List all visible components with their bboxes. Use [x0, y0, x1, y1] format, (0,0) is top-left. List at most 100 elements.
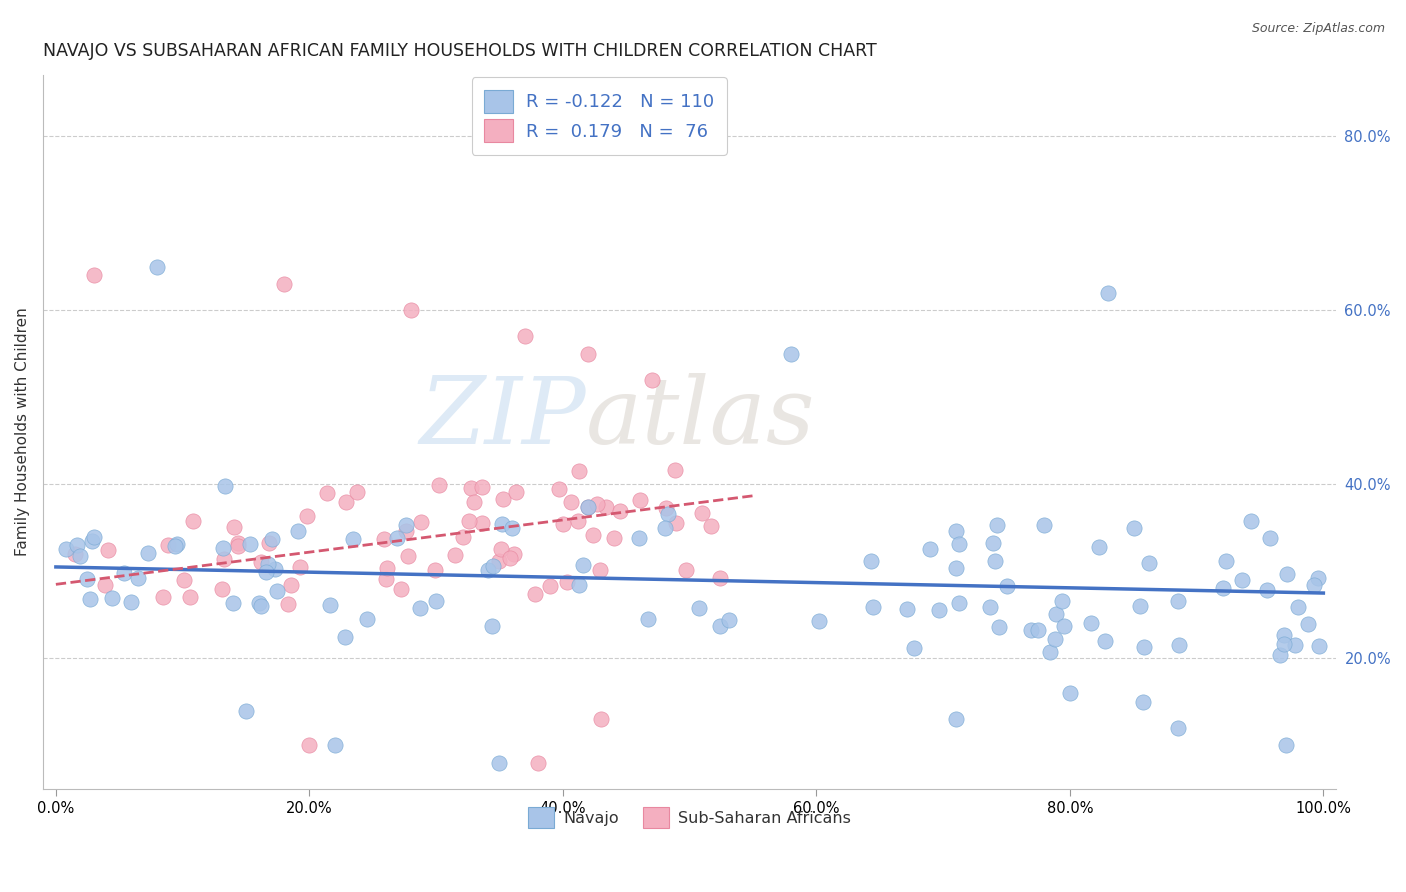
Point — [226, 536, 249, 550]
Point — [718, 614, 741, 628]
Point — [586, 497, 609, 511]
Point — [568, 578, 591, 592]
Point — [700, 518, 723, 533]
Point — [983, 536, 1005, 550]
Point — [266, 584, 288, 599]
Point — [409, 601, 432, 615]
Point — [780, 347, 803, 361]
Point — [211, 541, 233, 555]
Point — [458, 514, 481, 528]
Point — [211, 582, 233, 597]
Text: Source: ZipAtlas.com: Source: ZipAtlas.com — [1251, 22, 1385, 36]
Point — [1033, 518, 1056, 533]
Point — [1080, 616, 1102, 631]
Point — [63, 548, 86, 562]
Point — [903, 640, 925, 655]
Point — [136, 546, 159, 560]
Point — [589, 563, 612, 577]
Point — [1132, 695, 1154, 709]
Point — [1166, 594, 1188, 608]
Point — [257, 557, 280, 571]
Point — [173, 573, 195, 587]
Point — [1275, 739, 1298, 753]
Point — [395, 517, 418, 532]
Point — [983, 554, 1005, 568]
Point — [1167, 638, 1189, 652]
Point — [1284, 638, 1306, 652]
Point — [524, 587, 547, 601]
Point — [481, 618, 503, 632]
Point — [97, 542, 120, 557]
Point — [295, 508, 318, 523]
Text: NAVAJO VS SUBSAHARAN AFRICAN FAMILY HOUSEHOLDS WITH CHILDREN CORRELATION CHART: NAVAJO VS SUBSAHARAN AFRICAN FAMILY HOUS… — [44, 42, 877, 60]
Point — [290, 560, 312, 574]
Point — [1296, 616, 1319, 631]
Point — [83, 268, 105, 283]
Point — [640, 373, 662, 387]
Point — [1039, 644, 1062, 658]
Point — [239, 536, 262, 550]
Point — [481, 558, 503, 573]
Point — [280, 578, 302, 592]
Point — [356, 612, 378, 626]
Point — [375, 560, 398, 574]
Point — [1094, 634, 1116, 648]
Point — [1302, 578, 1324, 592]
Point — [323, 739, 346, 753]
Text: ZIP: ZIP — [419, 373, 586, 463]
Point — [1097, 285, 1119, 300]
Point — [1258, 531, 1281, 545]
Point — [948, 537, 970, 551]
Point — [257, 536, 280, 550]
Point — [665, 516, 688, 530]
Point — [688, 600, 710, 615]
Point — [55, 541, 77, 556]
Point — [335, 495, 357, 509]
Point — [548, 482, 571, 496]
Point — [513, 329, 536, 343]
Point — [94, 578, 117, 592]
Point — [488, 554, 510, 568]
Point — [948, 596, 970, 610]
Point — [250, 599, 273, 613]
Point — [582, 528, 605, 542]
Point — [657, 507, 679, 521]
Point — [346, 485, 368, 500]
Point — [127, 571, 149, 585]
Point — [76, 572, 98, 586]
Point — [595, 500, 617, 515]
Point — [1137, 556, 1160, 570]
Point — [222, 596, 245, 610]
Point — [373, 532, 395, 546]
Point — [398, 549, 420, 563]
Point — [603, 531, 626, 545]
Point — [560, 494, 582, 508]
Point — [945, 524, 967, 538]
Legend: Navajo, Sub-Saharan Africans: Navajo, Sub-Saharan Africans — [522, 801, 858, 834]
Point — [709, 619, 731, 633]
Point — [316, 486, 339, 500]
Point — [920, 542, 942, 557]
Point — [183, 514, 205, 528]
Point — [807, 614, 830, 628]
Point — [82, 533, 104, 548]
Point — [423, 563, 446, 577]
Point — [146, 260, 169, 274]
Point — [1308, 571, 1330, 585]
Point — [945, 561, 967, 575]
Point — [179, 590, 201, 604]
Point — [637, 611, 659, 625]
Point — [1019, 623, 1042, 637]
Point — [1026, 623, 1049, 637]
Point — [342, 532, 364, 546]
Point — [1059, 686, 1081, 700]
Point — [576, 500, 599, 514]
Point — [425, 594, 447, 608]
Point — [1286, 600, 1309, 615]
Point — [1212, 581, 1234, 595]
Point — [1232, 573, 1254, 587]
Point — [273, 277, 295, 291]
Point — [335, 630, 357, 644]
Point — [222, 520, 245, 534]
Point — [120, 595, 142, 609]
